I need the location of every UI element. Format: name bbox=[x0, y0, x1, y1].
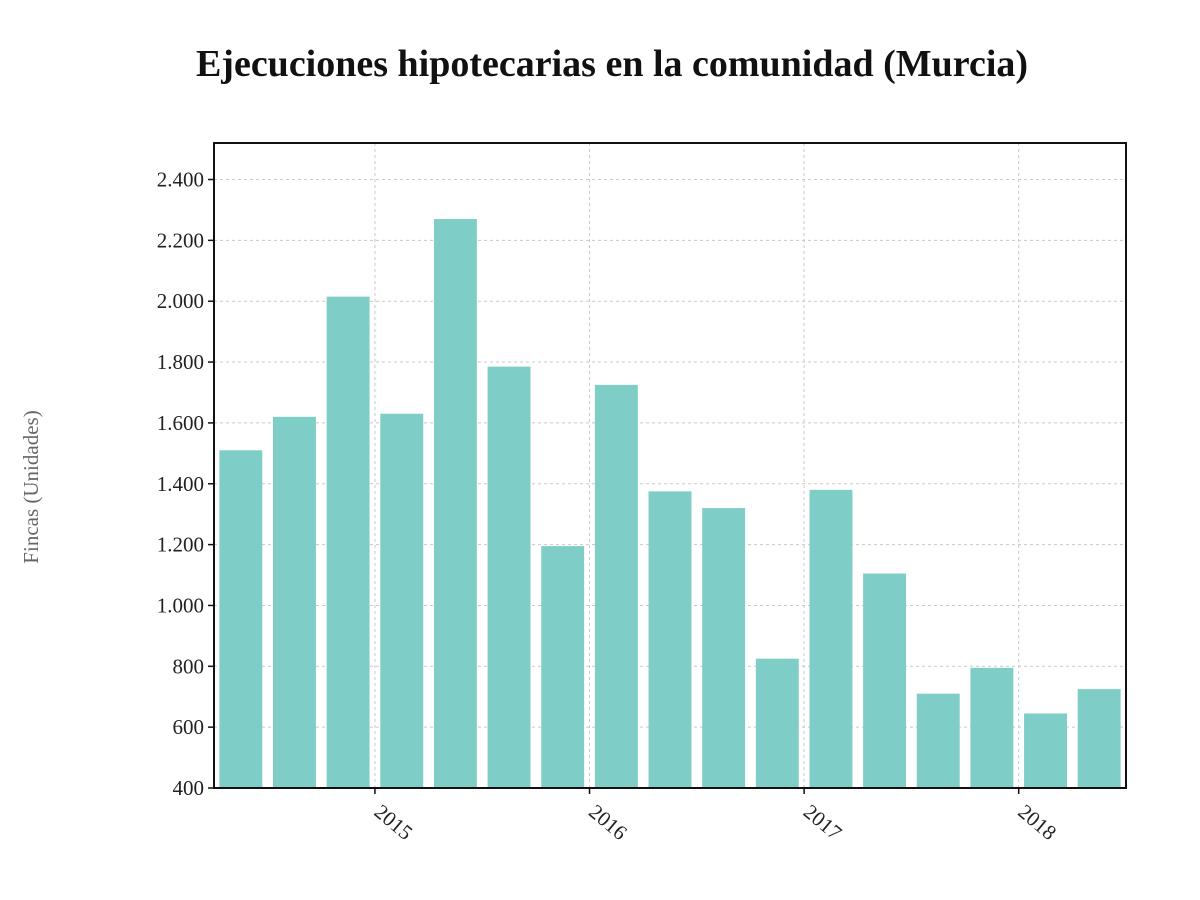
y-tick-label: 1.600 bbox=[157, 411, 204, 435]
bar bbox=[970, 667, 1014, 788]
x-tick-label: 2017 bbox=[799, 799, 847, 844]
y-tick-label: 2.000 bbox=[157, 289, 204, 313]
y-tick-label: 1.000 bbox=[157, 593, 204, 617]
bar bbox=[487, 366, 531, 788]
bar bbox=[648, 491, 692, 788]
y-tick-label: 600 bbox=[173, 715, 205, 739]
bars bbox=[219, 219, 1121, 788]
plot-frame bbox=[213, 142, 1127, 789]
y-tick-label: 400 bbox=[173, 776, 205, 800]
y-tick-label: 1.200 bbox=[157, 533, 204, 557]
axes: 400 600 800 1.000 1.200 1.400 1.600 1.800 2.000 2… bbox=[157, 168, 1061, 845]
x-tick-label: 2016 bbox=[584, 799, 632, 844]
y-axis-label: Fincas (Unidades) bbox=[19, 410, 43, 563]
chart-title: Ejecuciones hipotecarias en la comunidad… bbox=[196, 43, 1028, 85]
bar bbox=[863, 573, 907, 788]
x-tick-label: 2018 bbox=[1013, 799, 1061, 844]
y-tick-label: 800 bbox=[173, 654, 205, 678]
bar bbox=[594, 384, 638, 788]
bar bbox=[326, 296, 370, 788]
bar bbox=[702, 508, 746, 788]
bar bbox=[809, 489, 853, 788]
bar bbox=[380, 413, 424, 788]
bar bbox=[1077, 689, 1121, 788]
y-tick-label: 2.200 bbox=[157, 228, 204, 252]
bar bbox=[433, 219, 477, 788]
x-tick-label: 2015 bbox=[370, 799, 418, 844]
y-tick-label: 2.400 bbox=[157, 168, 204, 192]
bar bbox=[916, 693, 960, 788]
bar bbox=[1024, 713, 1067, 788]
bar bbox=[755, 658, 799, 788]
y-tick-label: 1.800 bbox=[157, 350, 204, 374]
y-tick-label: 1.400 bbox=[157, 472, 204, 496]
bar bbox=[219, 450, 263, 788]
bar bbox=[541, 546, 585, 788]
bar bbox=[273, 416, 316, 788]
